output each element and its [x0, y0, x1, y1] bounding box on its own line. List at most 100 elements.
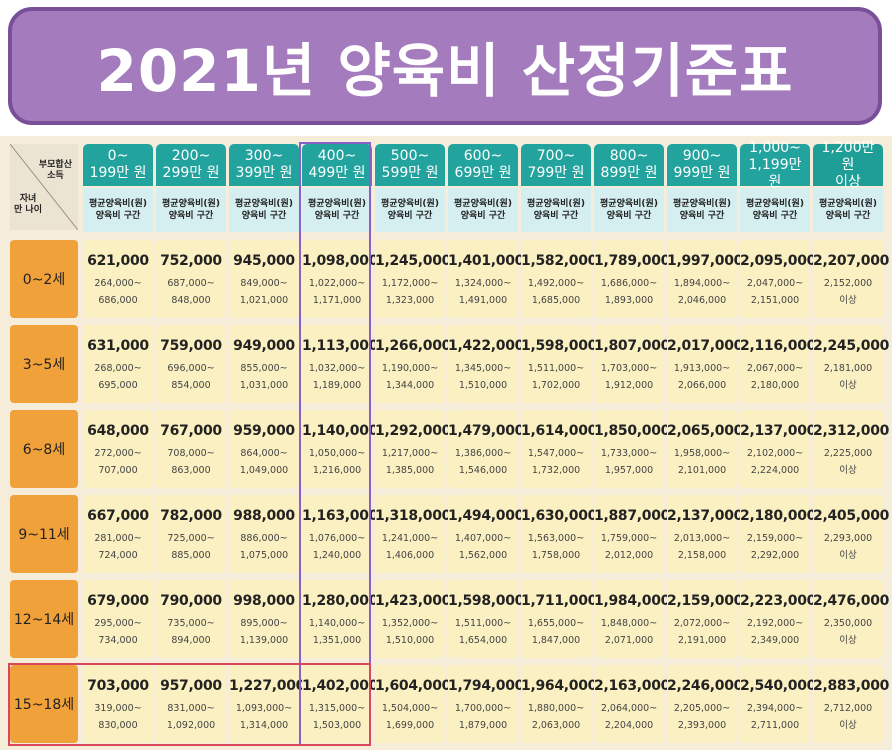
- support-range: 1,492,000~ 1,685,000: [521, 275, 591, 309]
- table-cell: 1,789,000 1,686,000~ 1,893,000: [594, 240, 670, 318]
- income-range-line-1: 0~: [107, 148, 129, 164]
- table-cell: 2,095,000 2,047,000~ 2,151,000: [740, 240, 816, 318]
- support-range-min: 2,152,000: [823, 278, 873, 289]
- average-support-amount: 1,098,000: [302, 253, 379, 269]
- support-range-max: 724,000: [98, 550, 138, 561]
- subheader-range-label: 양육비 구간: [314, 211, 360, 221]
- column-subheader: 평균양육비(원) 양육비 구간: [302, 188, 372, 232]
- support-range-min: 1,880,000~: [527, 703, 585, 714]
- support-range-max: 2,204,000: [604, 720, 654, 731]
- support-range-max: 2,046,000: [677, 295, 727, 306]
- support-range-min: 1,352,000~: [381, 618, 439, 629]
- income-range-line-2: 299만 원: [162, 165, 220, 181]
- average-support-amount: 988,000: [233, 508, 295, 524]
- average-support-amount: 1,598,000: [521, 338, 598, 354]
- table-cell: 2,137,000 2,013,000~ 2,158,000: [667, 495, 743, 573]
- subheader-average-label: 평균양육비(원): [381, 199, 439, 209]
- table-cell: 1,494,000 1,407,000~ 1,562,000: [448, 495, 524, 573]
- average-support-amount: 2,137,000: [740, 423, 817, 439]
- support-range-min: 1,324,000~: [454, 278, 512, 289]
- support-range: 1,407,000~ 1,562,000: [448, 530, 518, 564]
- column-subheader: 평균양육비(원) 양육비 구간: [448, 188, 518, 232]
- support-range-min: 1,703,000~: [600, 363, 658, 374]
- support-range: 725,000~ 885,000: [156, 530, 226, 564]
- column-header-income-range: 1,200만 원 이상: [813, 140, 883, 190]
- support-range-min: 1,172,000~: [381, 278, 439, 289]
- support-range-max: 이상: [839, 635, 857, 646]
- support-range-max: 885,000: [171, 550, 211, 561]
- table-cell: 1,630,000 1,563,000~ 1,758,000: [521, 495, 597, 573]
- support-range-min: 2,205,000~: [673, 703, 731, 714]
- support-range-min: 895,000~: [240, 618, 288, 629]
- table-cell: 988,000 886,000~ 1,075,000: [229, 495, 299, 573]
- subheader-range-label: 양육비 구간: [606, 211, 652, 221]
- support-range-min: 725,000~: [167, 533, 215, 544]
- support-range: 1,315,000~ 1,503,000: [302, 700, 372, 734]
- column-subheader: 평균양육비(원) 양육비 구간: [594, 188, 664, 232]
- income-range-line-1: 500~: [390, 148, 430, 164]
- column-header-income-range: 300~ 399만 원: [229, 144, 299, 186]
- support-range-max: 이상: [839, 295, 857, 306]
- average-support-amount: 621,000: [87, 253, 149, 269]
- support-range: 687,000~ 848,000: [156, 275, 226, 309]
- support-range-max: 2,066,000: [677, 380, 727, 391]
- income-range-line-1: 800~: [609, 148, 649, 164]
- support-range-max: 1,758,000: [531, 550, 581, 561]
- support-range: 1,172,000~ 1,323,000: [375, 275, 445, 309]
- average-support-amount: 957,000: [160, 678, 222, 694]
- average-support-amount: 959,000: [233, 423, 295, 439]
- support-range-max: 이상: [839, 550, 857, 561]
- income-axis-label: 부모합산 소득: [39, 160, 72, 182]
- support-range-min: 696,000~: [167, 363, 215, 374]
- average-support-amount: 790,000: [160, 593, 222, 609]
- age-label-line-2: 만 나이: [14, 205, 42, 215]
- support-range-min: 1,190,000~: [381, 363, 439, 374]
- support-range-min: 1,958,000~: [673, 448, 731, 459]
- support-range: 2,067,000~ 2,180,000: [740, 360, 810, 394]
- table-cell: 949,000 855,000~ 1,031,000: [229, 325, 299, 403]
- table-cell: 2,017,000 1,913,000~ 2,066,000: [667, 325, 743, 403]
- table-cell: 1,598,000 1,511,000~ 1,654,000: [448, 580, 524, 658]
- support-range-max: 2,224,000: [750, 465, 800, 476]
- support-range-max: 1,562,000: [458, 550, 508, 561]
- subheader-average-label: 평균양육비(원): [454, 199, 512, 209]
- income-range-line-2: 999만 원: [673, 165, 731, 181]
- subheader-average-label: 평균양육비(원): [89, 199, 147, 209]
- support-range-max: 2,180,000: [750, 380, 800, 391]
- support-range-max: 1,240,000: [312, 550, 362, 561]
- support-range-max: 1,893,000: [604, 295, 654, 306]
- subheader-range-label: 양육비 구간: [825, 211, 871, 221]
- support-range-min: 1,511,000~: [527, 363, 585, 374]
- support-range-max: 1,546,000: [458, 465, 508, 476]
- average-support-amount: 1,614,000: [521, 423, 598, 439]
- support-range-max: 686,000: [98, 295, 138, 306]
- average-support-amount: 1,292,000: [375, 423, 452, 439]
- column-header-income-range: 500~ 599만 원: [375, 144, 445, 186]
- table-cell: 1,140,000 1,050,000~ 1,216,000: [302, 410, 378, 488]
- subheader-range-label: 양육비 구간: [168, 211, 214, 221]
- row-label-child-age: 15~18세: [10, 665, 78, 743]
- support-range: 1,022,000~ 1,171,000: [302, 275, 372, 309]
- support-range-max: 1,406,000: [385, 550, 435, 561]
- average-support-amount: 1,280,000: [302, 593, 379, 609]
- support-range: 1,547,000~ 1,732,000: [521, 445, 591, 479]
- support-range-min: 687,000~: [167, 278, 215, 289]
- average-support-amount: 703,000: [87, 678, 149, 694]
- support-range-min: 864,000~: [240, 448, 288, 459]
- table-cell: 1,598,000 1,511,000~ 1,702,000: [521, 325, 598, 403]
- subheader-range-label: 양육비 구간: [241, 211, 287, 221]
- average-support-amount: 1,245,000: [375, 253, 452, 269]
- average-support-amount: 2,405,000: [813, 508, 890, 524]
- table-cell: 2,116,000 2,067,000~ 2,180,000: [740, 325, 816, 403]
- table-cell: 782,000 725,000~ 885,000: [156, 495, 226, 573]
- table-cell: 1,984,000 1,848,000~ 2,071,000: [594, 580, 670, 658]
- support-range-min: 2,102,000~: [746, 448, 804, 459]
- support-range-max: 이상: [839, 465, 857, 476]
- support-range-min: 1,407,000~: [454, 533, 512, 544]
- support-range-min: 2,350,000: [823, 618, 873, 629]
- table-cell: 1,807,000 1,703,000~ 1,912,000: [594, 325, 670, 403]
- support-range: 696,000~ 854,000: [156, 360, 226, 394]
- column-header-income-range: 0~ 199만 원: [83, 144, 153, 186]
- support-range-max: 1,503,000: [312, 720, 362, 731]
- income-range-line-2: 499만 원: [308, 165, 366, 181]
